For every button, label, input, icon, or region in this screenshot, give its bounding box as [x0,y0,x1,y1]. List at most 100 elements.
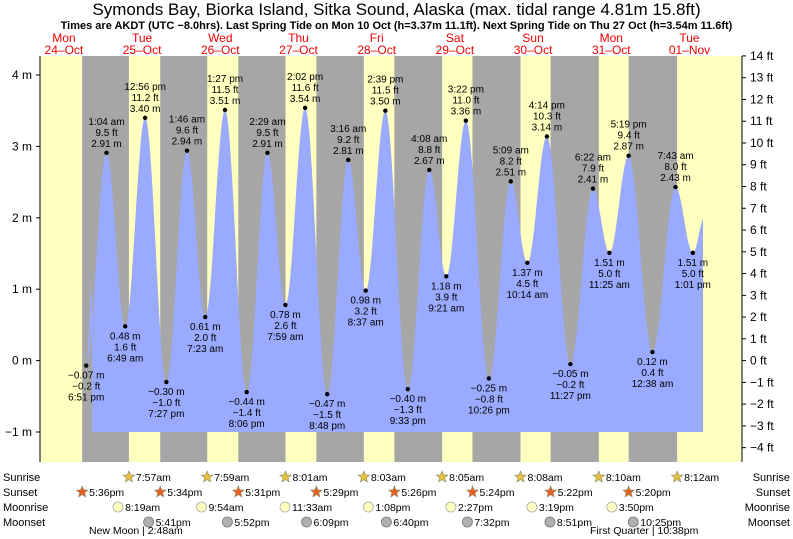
day-of-week: Wed [208,31,232,45]
moonset-icon [462,516,473,528]
day-of-week: Tue [679,31,700,45]
right-tick-label: 8 ft [750,179,767,193]
right-tick-label: −1 ft [750,375,774,389]
moonrise-time: 3:19pm [539,502,574,514]
tide-label: 3.14 m [532,122,563,133]
day-of-week: Fri [370,31,384,45]
sunset-time: 5:26pm [401,487,436,499]
tide-label: 4:14 pm [529,100,565,111]
tide-label: 11.5 ft [372,86,399,97]
sunrise-icon [279,470,292,483]
tide-label: 7:27 pm [148,409,184,420]
right-tick-label: 12 ft [750,92,774,106]
tide-label: −0.2 ft [72,382,100,393]
tide-label: 1.37 m [512,268,543,279]
tide-point [104,150,109,156]
tide-point [142,115,148,121]
tide-point [690,250,696,255]
tide-point [164,379,169,385]
right-tick-label: 2 ft [750,310,767,324]
tide-label: 11:27 pm [550,391,591,402]
sunrise-icon [435,470,449,483]
tide-label: 1.18 m [431,281,462,292]
day-date: 27–Oct [279,43,318,57]
tide-label: 9.6 ft [176,126,198,137]
tide-label: 7:23 am [187,344,223,355]
tide-label: 10.3 ft [533,111,561,122]
day-date: 28–Oct [357,43,396,57]
moonset-icon [143,516,155,528]
day-date: 24–Oct [45,43,84,57]
tide-label: 2:02 pm [287,72,323,83]
right-tick-label: 9 ft [750,158,767,172]
sunset-icon [75,485,89,498]
tide-label: 3.50 m [370,97,401,108]
tide-label: 5:19 pm [611,120,647,131]
tide-label: 0.61 m [190,322,221,333]
right-tick-label: 0 ft [750,354,767,368]
tide-label: 8:37 am [348,318,384,329]
row-label-left: Moonset [3,517,45,529]
tide-label: 4:08 am [411,134,447,145]
tide-point [544,134,550,139]
right-tick-label: 1 ft [750,332,767,346]
right-tick-label: −2 ft [750,397,774,411]
tide-label: 0.98 m [350,296,381,307]
moonset-time: 10:25pm [640,517,681,529]
sunset-icon [309,485,323,498]
sunrise-time: 7:59am [214,472,249,484]
tide-label: 3:22 pm [448,85,484,96]
tide-label: 5.0 ft [682,269,704,280]
sunset-time: 5:22pm [558,487,593,499]
tide-label: 6:49 am [107,353,143,364]
tide-point [427,167,432,173]
tide-label: −0.05 m [552,369,588,380]
tide-label: 1.51 m [594,258,625,269]
sunrise-time: 8:03am [371,472,406,484]
moonset-time: 7:32pm [474,517,509,529]
tide-label: 12:56 pm [124,82,166,93]
moonrise-icon [362,501,374,513]
tide-point [123,324,128,329]
moon-phase-first-quarter: First Quarter | 10:38pm [590,525,699,537]
day-date: 29–Oct [436,43,475,57]
sunrise-icon [670,470,684,483]
moonset-time: 6:09pm [314,517,349,529]
tide-point [626,153,631,158]
sunset-icon [544,485,558,498]
row-label-right: Sunrise [753,472,790,484]
moonrise-icon [196,501,207,513]
tide-point [590,186,596,191]
tide-label: 3.51 m [210,96,241,107]
left-tick-label: 3 m [12,139,32,153]
tide-label: 2:39 pm [367,75,403,86]
right-tick-label: −4 ft [750,441,774,455]
row-label-right: Moonrise [745,502,790,514]
day-date: 26–Oct [201,43,240,57]
row-label-right: Sunset [756,487,790,499]
moonrise-icon [279,501,291,513]
tide-point [363,288,368,293]
tide-label: 3.2 ft [355,307,377,318]
tide-label: −0.30 m [148,387,184,398]
tide-label: 2.41 m [578,175,609,186]
tide-label: 6:51 pm [68,393,104,404]
moonset-icon [222,516,233,528]
sunrise-icon [200,470,214,483]
sunset-time: 5:36pm [89,487,124,499]
sunset-icon [622,485,636,498]
day-of-week: Mon [600,31,623,45]
moonrise-time: 8:19am [125,502,160,514]
sunset-icon [153,485,167,498]
tide-label: 8.0 ft [664,162,686,173]
sunset-icon [387,485,401,498]
tide-label: 2:29 am [249,117,285,128]
tide-point [84,363,89,368]
left-tick-label: 4 m [12,68,32,82]
tide-label: 11:25 am [589,280,630,291]
tide-label: 2.67 m [414,156,445,167]
day-date: 25–Oct [123,43,162,57]
right-tick-label: −3 ft [750,419,774,433]
tide-label: 2.91 m [91,139,122,150]
